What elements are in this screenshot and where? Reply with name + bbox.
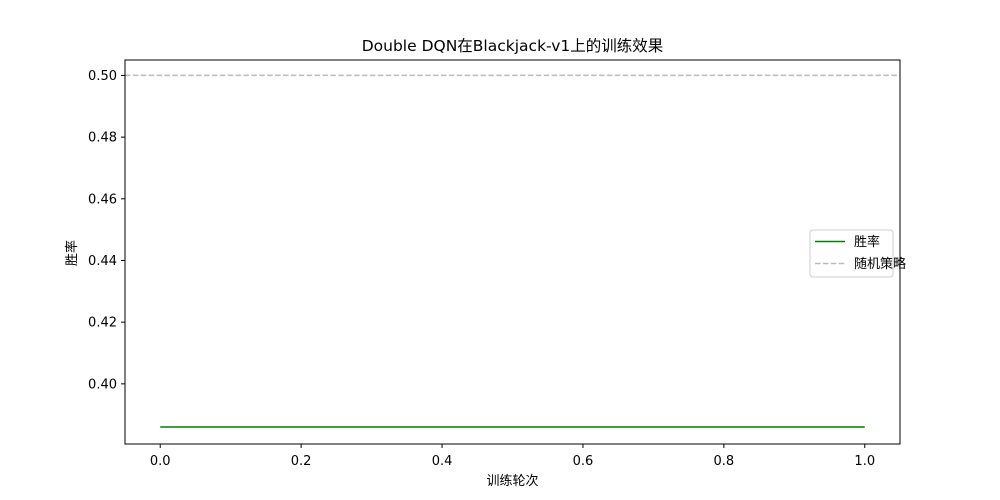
y-tick-label: 0.48 [88,131,117,146]
x-tick-label: 1.0 [854,454,875,469]
y-tick-label: 0.46 [88,192,117,207]
legend-label: 随机策略 [854,256,906,272]
x-tick-label: 0.0 [150,454,171,469]
y-axis-label: 胜率 [64,240,80,266]
y-tick-label: 0.40 [88,377,117,392]
x-tick-label: 0.4 [432,454,453,469]
plot-frame [124,59,901,445]
y-axis: 0.40 0.42 0.44 0.46 0.48 0.50 [88,69,125,392]
y-tick-label: 0.42 [88,316,117,331]
plot-area [125,74,900,428]
chart-title: Double DQN在Blackjack-v1上的训练效果 [362,37,664,55]
x-axis: 0.0 0.2 0.4 0.6 0.8 1.0 [150,444,875,469]
x-tick-label: 0.2 [291,454,312,469]
x-tick-label: 0.6 [573,454,594,469]
legend-label: 胜率 [854,234,880,250]
x-axis-label: 训练轮次 [486,473,538,489]
y-tick-label: 0.44 [88,254,117,269]
y-tick-label: 0.50 [88,69,117,84]
x-tick-label: 0.8 [714,454,735,469]
